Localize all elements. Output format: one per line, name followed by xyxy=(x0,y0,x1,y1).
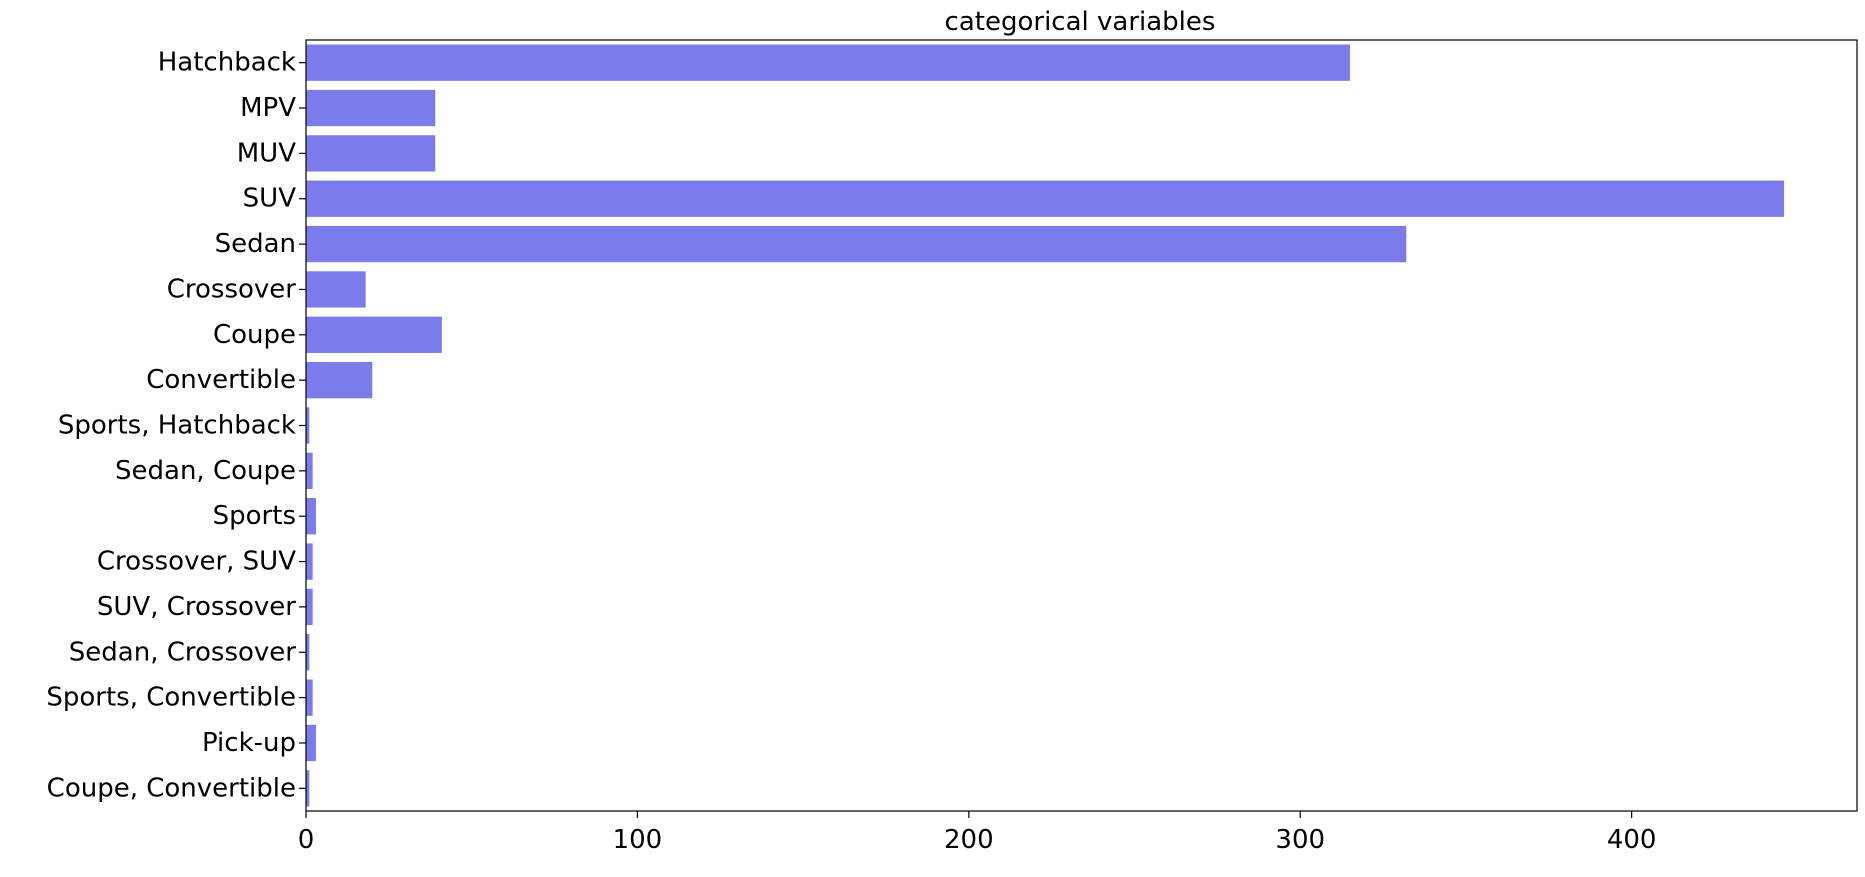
x-tick-label: 100 xyxy=(613,825,663,855)
y-tick-label: Crossover, SUV xyxy=(97,547,296,577)
y-tick-label: Sports, Convertible xyxy=(46,683,296,713)
bars-group xyxy=(306,44,1785,807)
y-tick-label: Sports, Hatchback xyxy=(58,411,296,441)
bar xyxy=(306,452,313,489)
y-axis-ticks: Hatchback MPV MUV SUV Sedan Crossover Coupe Con… xyxy=(46,48,306,803)
bar xyxy=(306,634,310,671)
y-tick-label: Pick-up xyxy=(202,728,296,758)
x-tick-label: 400 xyxy=(1607,825,1657,855)
y-tick-label: SUV, Crossover xyxy=(97,592,296,622)
bar xyxy=(306,362,373,399)
y-tick-label: Sports xyxy=(213,501,296,531)
y-tick-label: Convertible xyxy=(146,365,296,395)
bar xyxy=(306,135,436,172)
y-tick-label: Hatchback xyxy=(158,48,296,78)
bar xyxy=(306,407,310,444)
bar xyxy=(306,498,316,535)
bar xyxy=(306,724,316,762)
y-tick-label: Coupe, Convertible xyxy=(47,773,296,803)
x-axis-ticks: 0 100 200 300 400 xyxy=(298,811,1657,855)
chart-title: categorical variables xyxy=(945,7,1216,37)
x-tick-label: 200 xyxy=(944,825,994,855)
x-tick-label: 300 xyxy=(1275,825,1325,855)
bar xyxy=(306,89,436,127)
y-tick-label: MUV xyxy=(237,138,296,168)
bar xyxy=(306,180,1785,217)
bar xyxy=(306,770,310,807)
plot-frame xyxy=(305,39,1858,812)
x-tick-label: 0 xyxy=(298,825,315,855)
y-tick-label: SUV xyxy=(243,184,297,214)
y-tick-label: Sedan xyxy=(215,229,296,259)
y-tick-label: MPV xyxy=(240,93,296,123)
y-tick-label: Sedan, Crossover xyxy=(69,637,297,667)
bar xyxy=(306,225,1407,263)
bar xyxy=(306,543,313,580)
y-tick-label: Sedan, Coupe xyxy=(115,456,296,486)
y-tick-label: Coupe xyxy=(213,320,296,350)
bar xyxy=(306,44,1350,81)
bar xyxy=(306,316,442,353)
bar xyxy=(306,679,313,716)
y-tick-label: Crossover xyxy=(167,274,297,304)
bar xyxy=(306,271,366,308)
bar xyxy=(306,588,313,626)
